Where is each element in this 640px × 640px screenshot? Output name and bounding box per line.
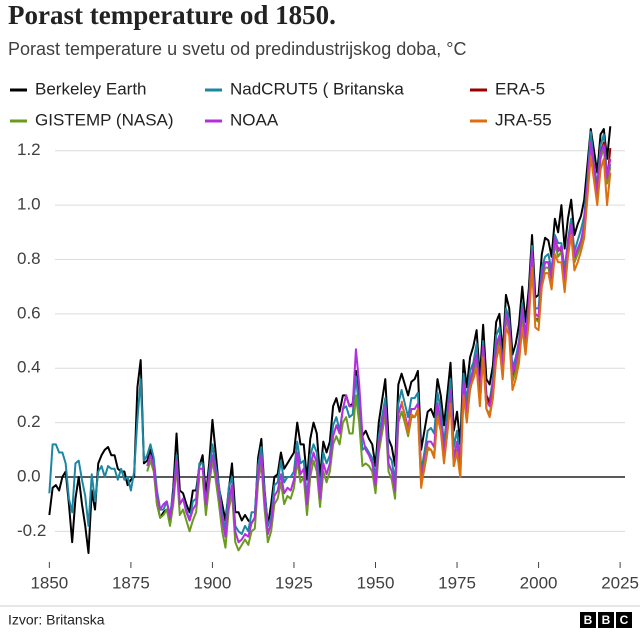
source: Izvor: Britanska	[8, 612, 105, 628]
x-tick-label: 2025	[601, 573, 639, 592]
logo-letter: C	[620, 613, 629, 627]
y-tick-label: 0.4	[17, 358, 41, 377]
series-line	[146, 141, 612, 544]
x-tick-label: 1950	[357, 573, 395, 592]
logo-letter: B	[584, 613, 593, 627]
chart-title: Porast temperature od 1850.	[8, 0, 336, 30]
x-tick-label: 1975	[438, 573, 476, 592]
legend-label: ERA-5	[495, 79, 545, 98]
y-tick-label: -0.2	[17, 521, 46, 540]
x-tick-label: 1900	[194, 573, 232, 592]
legend-label: JRA-55	[495, 110, 552, 129]
series-line	[400, 155, 612, 489]
y-tick-label: 0.2	[17, 412, 41, 431]
y-tick-label: 1.2	[17, 140, 41, 159]
x-tick-label: 1875	[112, 573, 150, 592]
x-tick-label: 1925	[275, 573, 313, 592]
y-tick-label: 1.0	[17, 195, 41, 214]
y-tick-label: 0.0	[17, 466, 41, 485]
logo-box	[616, 612, 632, 628]
legend-label: NadCRUT5 ( Britanska	[230, 79, 404, 98]
legend-label: Berkeley Earth	[35, 79, 147, 98]
y-tick-label: 0.6	[17, 303, 41, 322]
logo-letter: B	[602, 613, 611, 627]
x-tick-label: 1850	[30, 573, 68, 592]
x-tick-label: 2000	[520, 573, 558, 592]
logo-box	[580, 612, 596, 628]
legend-label: GISTEMP (NASA)	[35, 110, 174, 129]
chart-subtitle: Porast temperature u svetu od predindust…	[8, 39, 466, 59]
logo-box	[598, 612, 614, 628]
y-tick-label: 0.8	[17, 249, 41, 268]
legend-label: NOAA	[230, 110, 279, 129]
series-line	[146, 147, 612, 552]
